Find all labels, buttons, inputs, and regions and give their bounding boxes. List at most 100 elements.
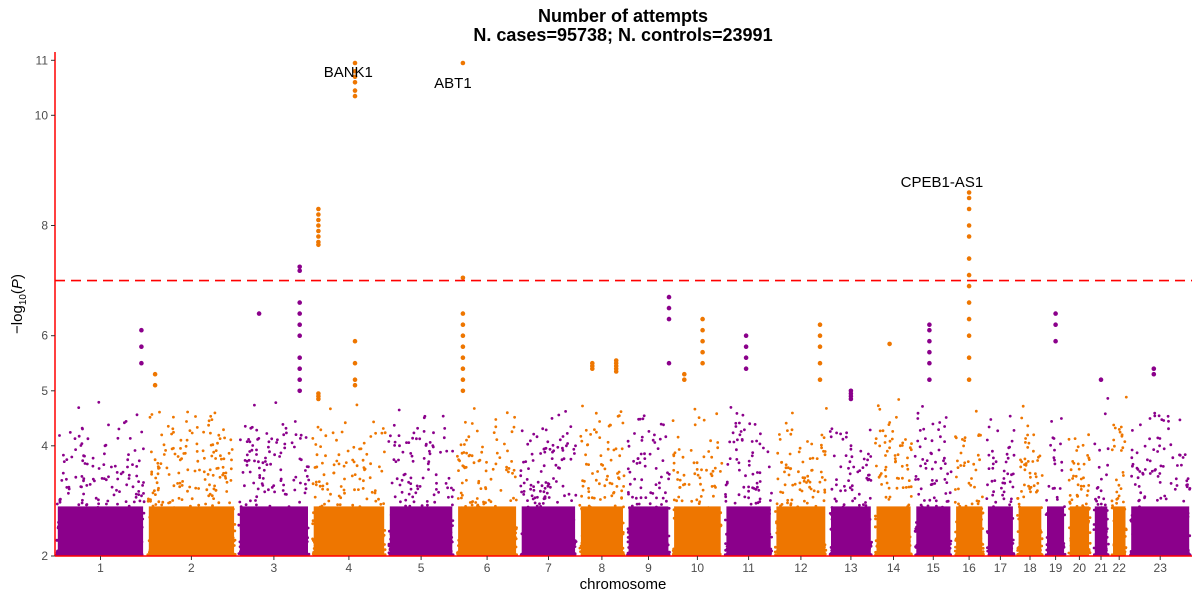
gwas-point xyxy=(60,479,64,482)
gwas-point xyxy=(160,503,164,507)
gwas-point xyxy=(150,470,154,474)
gwas-point xyxy=(976,453,980,457)
dense-point-band xyxy=(776,506,826,556)
gwas-point xyxy=(279,477,283,481)
gwas-point xyxy=(546,440,550,444)
gwas-point xyxy=(822,499,826,503)
gwas-point xyxy=(511,471,514,475)
gwas-point xyxy=(447,495,450,499)
gwas-point xyxy=(426,503,429,507)
gwas-point xyxy=(857,492,861,496)
gwas-point xyxy=(157,500,161,504)
gwas-point xyxy=(426,462,430,466)
gwas-point xyxy=(808,485,811,489)
gwas-point xyxy=(387,440,391,443)
gwas-point xyxy=(431,445,435,449)
gwas-point xyxy=(943,456,946,460)
gwas-point xyxy=(105,502,108,506)
gwas-point xyxy=(1076,462,1080,466)
gwas-point xyxy=(343,491,346,495)
gwas-point xyxy=(97,400,101,404)
gwas-point xyxy=(929,483,933,486)
gwas-point xyxy=(416,487,420,491)
gwas-point xyxy=(218,475,222,479)
gwas-point xyxy=(909,485,913,489)
gwas-point xyxy=(598,482,601,486)
gwas-point xyxy=(957,502,960,506)
gwas-point xyxy=(677,495,681,499)
gwas-point xyxy=(203,478,207,481)
gwas-point xyxy=(450,486,453,490)
gwas-point xyxy=(303,491,307,495)
gwas-point xyxy=(332,463,336,467)
gwas-point xyxy=(554,463,558,467)
gwas-point xyxy=(533,501,537,505)
gwas-point xyxy=(529,487,532,491)
gwas-point xyxy=(992,456,995,460)
gwas-point xyxy=(474,501,478,504)
gwas-point xyxy=(249,499,252,503)
gwas-point xyxy=(427,468,430,471)
gwas-point xyxy=(155,481,159,485)
gwas-point xyxy=(1069,468,1073,472)
gwas-point xyxy=(392,458,396,461)
gwas-point xyxy=(461,464,465,468)
gwas-point xyxy=(1053,448,1056,452)
gwas-point xyxy=(272,484,276,487)
gwas-point xyxy=(758,497,762,501)
gwas-point xyxy=(867,473,871,477)
gwas-point xyxy=(989,418,993,421)
gwas-point xyxy=(265,463,269,466)
gwas-point xyxy=(293,445,296,449)
gwas-point xyxy=(852,465,856,469)
gwas-point xyxy=(340,430,344,434)
gwas-point xyxy=(536,495,539,499)
gwas-point xyxy=(810,469,813,472)
gwas-point xyxy=(529,439,532,443)
gwas-point xyxy=(680,499,684,503)
gwas-point xyxy=(86,437,90,441)
gwas-point xyxy=(339,496,343,500)
gwas-point xyxy=(901,441,905,445)
gwas-point xyxy=(945,500,949,503)
gwas-point xyxy=(250,448,254,452)
gwas-point xyxy=(728,440,732,444)
gwas-point xyxy=(257,460,260,464)
gwas-point xyxy=(756,471,759,474)
gwas-point xyxy=(643,457,647,460)
dense-point-band xyxy=(628,506,669,556)
gwas-point xyxy=(409,482,413,485)
gwas-point xyxy=(617,414,621,418)
gwas-point xyxy=(615,485,619,488)
gwas-point xyxy=(654,483,658,486)
gwas-point xyxy=(904,486,908,489)
gwas-point xyxy=(149,499,152,503)
gwas-point xyxy=(587,496,591,500)
gwas-point xyxy=(126,458,130,462)
gwas-point xyxy=(628,470,632,474)
gwas-point xyxy=(273,453,276,457)
gwas-point xyxy=(543,450,547,454)
dense-point-band xyxy=(674,506,721,556)
gwas-point xyxy=(862,457,866,461)
gwas-point xyxy=(1026,446,1030,449)
gwas-point xyxy=(1019,458,1022,462)
gwas-point xyxy=(484,469,488,473)
gwas-point xyxy=(532,485,535,488)
gwas-point xyxy=(1016,497,1020,500)
gwas-point xyxy=(255,495,259,499)
gwas-point xyxy=(176,482,180,485)
gwas-point xyxy=(725,481,729,485)
gwas-point xyxy=(467,435,471,439)
gwas-point xyxy=(943,440,946,443)
gwas-point xyxy=(462,451,466,454)
gwas-point xyxy=(932,496,936,500)
gwas-point xyxy=(1020,490,1023,493)
gwas-point xyxy=(783,483,787,487)
gwas-point xyxy=(342,464,346,468)
gwas-point xyxy=(238,500,242,504)
gwas-point xyxy=(561,435,565,438)
gwas-point xyxy=(820,476,824,479)
gwas-point xyxy=(661,496,665,500)
